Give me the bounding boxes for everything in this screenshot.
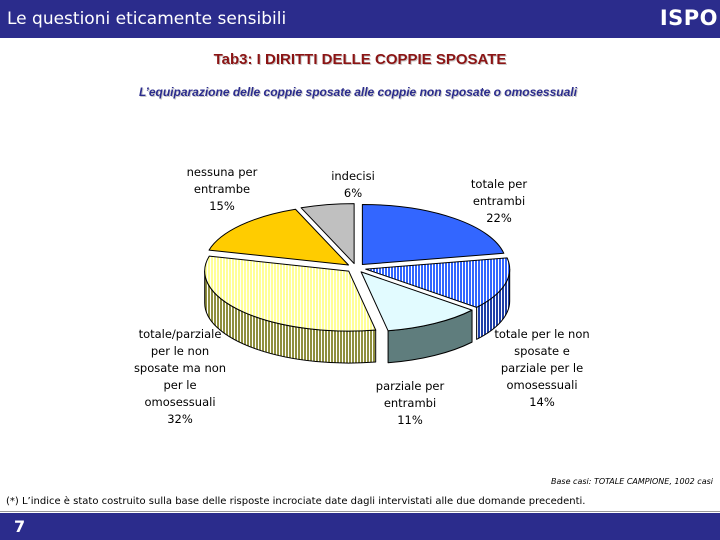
page-number: 7 <box>14 517 26 536</box>
chart-title: Tab3: I DIRITTI DELLE COPPIE SPOSATE <box>213 51 507 68</box>
slice-label-3: totale/parziale per le non sposate ma non p… <box>133 327 227 426</box>
footer-bar <box>0 513 720 540</box>
pie-slice-5 <box>300 203 355 265</box>
slice-label-2: parziale per entrambi 11% <box>375 379 445 427</box>
pie-slice-2 <box>360 271 473 332</box>
chart-subtitle: L’equiparazione delle coppie sposate all… <box>139 85 577 99</box>
slice-label-0: totale per entrambi 22% <box>470 177 528 225</box>
slice-label-5: indecisi 6% <box>331 169 375 200</box>
pie-slice-1 <box>365 257 511 308</box>
header-bar <box>0 0 720 38</box>
footer-divider <box>0 511 720 512</box>
header-title: Le questioni eticamente sensibili <box>7 9 287 29</box>
pie-slice-3 <box>204 255 377 332</box>
pie-slice-0 <box>361 204 505 266</box>
brand-logo: ISPO <box>659 6 718 30</box>
slice-label-4: nessuna per entrambe 15% <box>186 165 258 213</box>
slice-label-1: totale per le non sposate e parziale per l… <box>494 327 590 409</box>
sample-note: Base casi: TOTALE CAMPIONE, 1002 casi <box>551 477 713 486</box>
pie-slice-4 <box>208 208 349 266</box>
footnote: (*) L’indice è stato costruito sulla bas… <box>6 496 586 507</box>
